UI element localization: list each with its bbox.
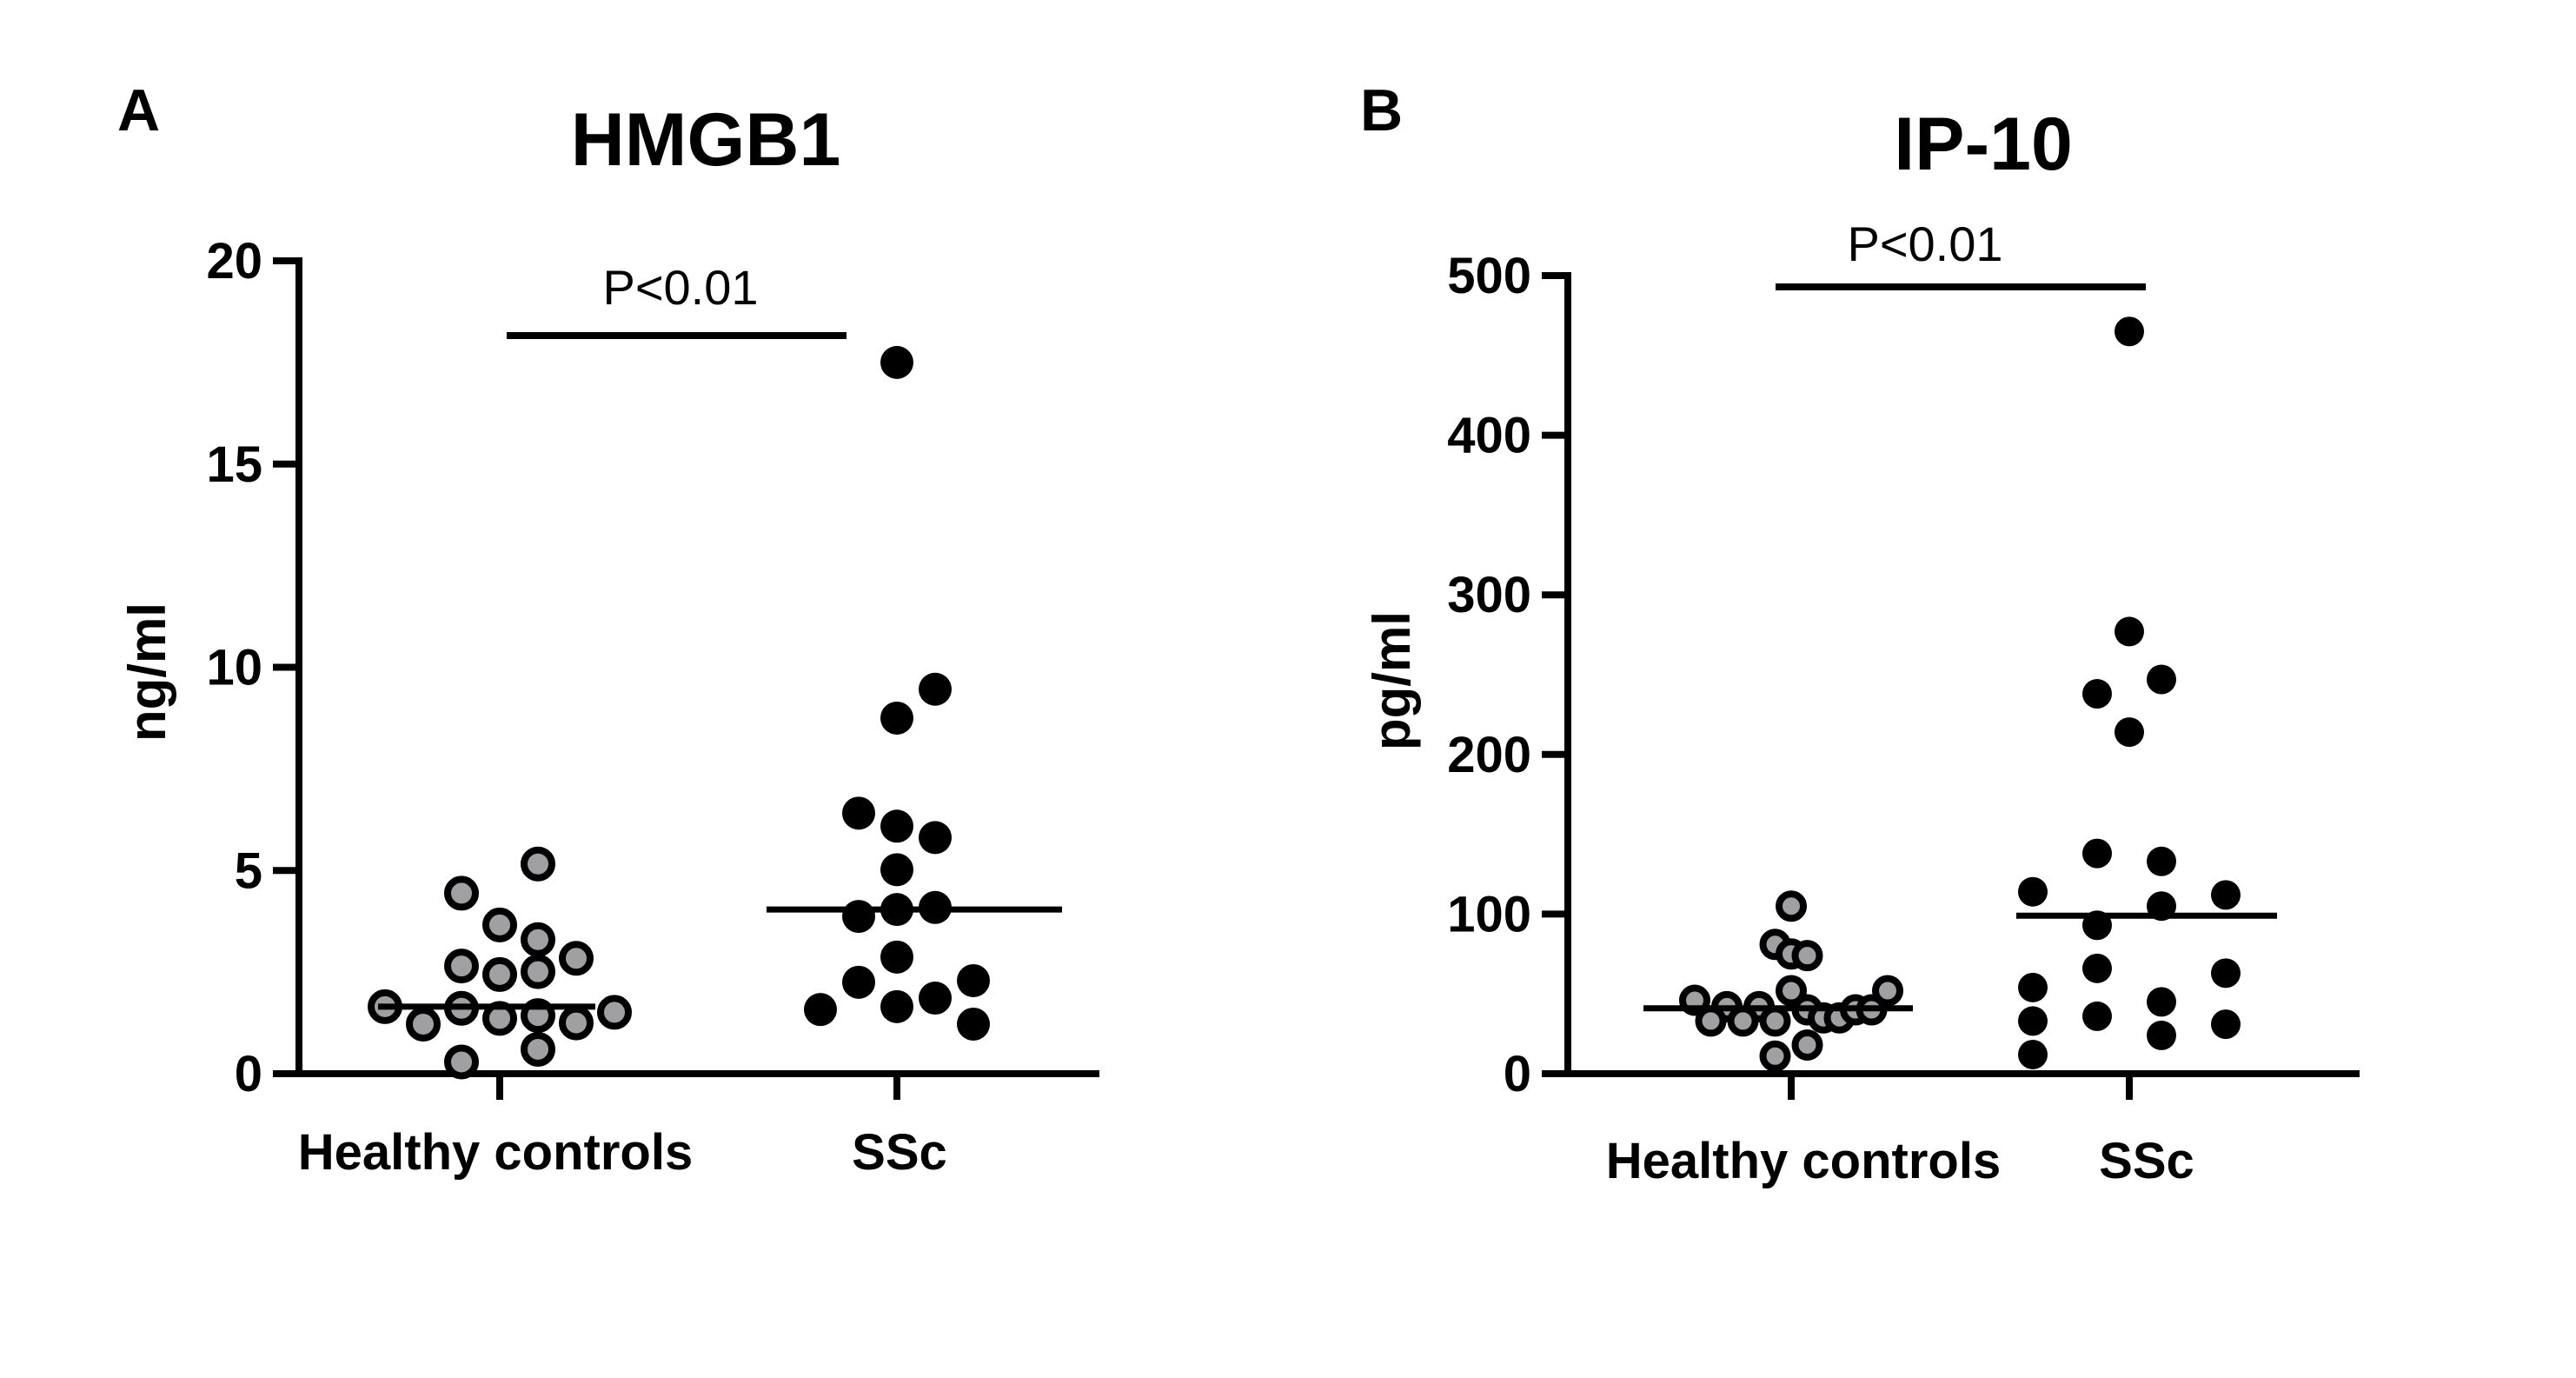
data-point [444,949,479,984]
data-point [880,345,913,379]
chart-title-b: IP-10 [1894,103,2073,186]
data-point [521,1031,555,1067]
data-point [2082,1001,2112,1031]
panel-label-b: B [1360,77,1403,143]
data-point [957,963,990,997]
y-tick-label-b: 400 [1447,408,1531,464]
data-point [2147,1020,2176,1050]
data-point [919,672,952,706]
data-point [804,993,837,1027]
data-point [559,1005,594,1041]
data-point [2115,616,2144,647]
data-point [521,846,555,882]
data-point [406,1006,441,1042]
y-tick-label-b: 500 [1447,248,1531,304]
y-axis-label-b: pg/ml [1363,611,1421,750]
data-point [2082,838,2112,869]
data-point [2211,958,2241,989]
data-point [2115,316,2144,347]
y-tick-label-b: 300 [1447,567,1531,623]
series-ssc-b [2018,316,2241,1069]
data-point [521,922,555,957]
data-point [880,701,913,735]
data-point [880,809,913,843]
data-point [2018,1006,2048,1036]
y-tick-label-b: 200 [1447,727,1531,783]
data-point [842,965,875,999]
data-point [957,1007,990,1041]
data-point [2147,846,2176,876]
data-point [1776,890,1807,922]
data-point [2115,717,2144,748]
data-point [842,796,875,830]
data-point [919,982,952,1015]
data-point [2018,876,2048,907]
x-tick-label-ssc-b: SSc [2099,1133,2194,1189]
y-tick-label-a: 10 [206,640,262,696]
series-healthy-controls-a [368,846,632,1080]
data-point [1872,975,1903,1007]
series-ssc-a [804,345,990,1041]
y-tick-label-a: 0 [235,1046,262,1102]
data-point [444,1044,479,1080]
data-point [1727,1005,1759,1037]
p-value-annotation-a: P<0.01 [602,260,758,315]
data-point [880,853,913,887]
y-tick-label-a: 20 [206,233,262,290]
data-point [2018,1039,2048,1069]
data-point [919,821,952,855]
data-point [597,995,632,1030]
y-tick-label-b: 0 [1504,1046,1531,1102]
data-point [2211,880,2241,910]
data-point [880,989,913,1023]
data-point [521,954,555,989]
data-point [444,875,479,911]
data-point [880,940,913,974]
p-value-annotation-b: P<0.01 [1847,216,2002,271]
data-point [1791,940,1823,972]
x-tick-label-healthy-controls-a: Healthy controls [298,1124,693,1181]
data-point [2082,679,2112,709]
x-tick-label-healthy-controls-b: Healthy controls [1606,1133,2001,1189]
data-point [2147,664,2176,695]
y-tick-label-a: 15 [206,436,262,493]
data-point [1791,1029,1823,1061]
data-point [2211,1009,2241,1040]
panel-label-a: A [117,77,160,143]
data-point [559,941,594,976]
panel-a-hmgb1: A HMGB1 ng/ml P<0.01 Healthy controls SS… [117,77,1099,1181]
chart-title-a: HMGB1 [571,98,841,182]
data-point [482,907,517,942]
data-point [482,956,517,992]
y-axis-label-a: ng/ml [118,602,176,742]
data-point [2018,972,2048,1002]
x-tick-label-ssc-a: SSc [852,1124,947,1181]
y-tick-label-a: 5 [235,842,262,899]
data-point [1776,975,1807,1007]
data-point [842,900,875,934]
series-healthy-controls-b [1679,890,1903,1072]
data-point [1695,1005,1727,1037]
data-point [2147,987,2176,1017]
data-point [1759,1040,1791,1072]
y-tick-label-b: 100 [1447,886,1531,942]
data-point [2082,953,2112,983]
data-point [1759,1005,1791,1037]
panel-b-ip10: B IP-10 pg/ml P<0.01 Healthy controls SS… [1360,77,2360,1189]
